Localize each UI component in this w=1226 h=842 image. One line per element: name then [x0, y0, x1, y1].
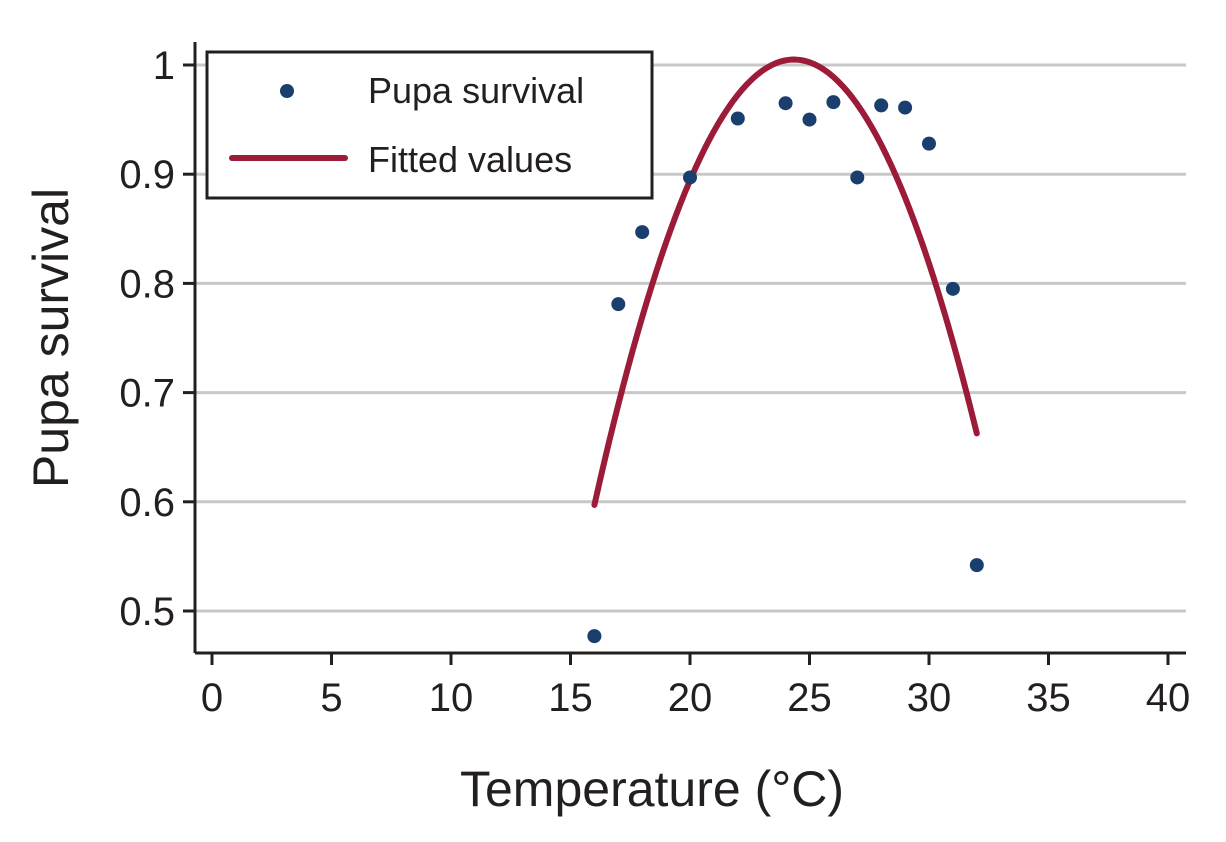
x-tick-label: 0: [201, 676, 223, 720]
x-tick-label: 15: [548, 676, 593, 720]
fitted-values-line: [591, 56, 980, 508]
x-axis-title: Temperature (°C): [460, 761, 844, 817]
x-ticks: 0 5 10 15 20 25 30 35 40: [201, 653, 1190, 720]
data-point: [850, 170, 865, 185]
data-point: [945, 281, 960, 296]
data-point: [969, 558, 984, 573]
x-tick-label: 20: [668, 676, 713, 720]
x-tick-label: 30: [907, 676, 952, 720]
data-point: [730, 111, 745, 126]
x-tick-label: 35: [1026, 676, 1071, 720]
data-point: [826, 95, 841, 110]
x-tick-label: 25: [787, 676, 832, 720]
data-point: [611, 297, 626, 312]
y-tick-label: 0.9: [119, 153, 175, 197]
series-layer: [587, 56, 984, 644]
legend-label-fitted-values: Fitted values: [368, 139, 572, 180]
legend-marker-pupa-survival: [280, 84, 294, 98]
data-point: [683, 170, 697, 185]
data-point: [587, 629, 602, 644]
y-tick-label: 0.6: [119, 481, 175, 525]
y-tick-label: 0.7: [119, 372, 175, 416]
data-point: [898, 100, 913, 115]
data-point: [778, 96, 793, 111]
y-tick-label: 0.5: [119, 590, 175, 634]
y-ticks: 0.5 0.6 0.7 0.8 0.9 1: [119, 44, 195, 634]
data-point: [802, 112, 817, 127]
x-tick-label: 5: [320, 676, 342, 720]
legend-box: [205, 50, 654, 200]
data-point: [922, 136, 936, 151]
data-point: [874, 98, 889, 113]
y-tick-label: 0.8: [119, 262, 175, 306]
legend-label-pupa-survival: Pupa survival: [368, 70, 584, 111]
x-tick-label: 40: [1146, 676, 1191, 720]
y-tick-label: 1: [153, 44, 175, 88]
data-point: [635, 225, 650, 240]
y-axis-title: Pupa survival: [23, 188, 79, 488]
legend: Pupa survival Fitted values: [205, 50, 654, 200]
x-tick-label: 10: [429, 676, 474, 720]
